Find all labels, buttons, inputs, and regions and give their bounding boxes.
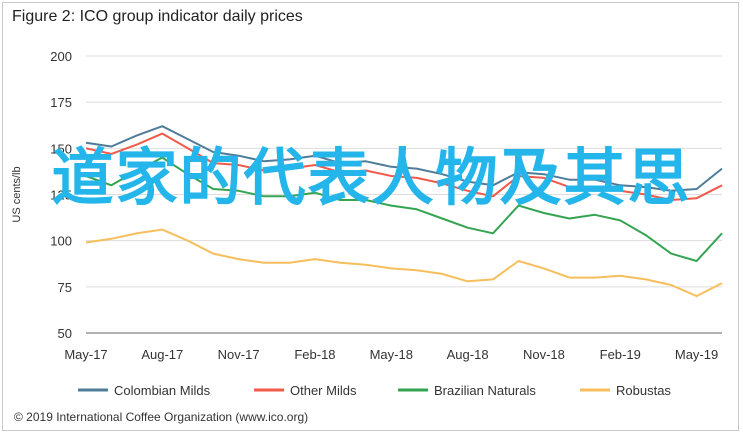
x-tick-label: Nov-17: [218, 347, 260, 362]
legend-label-robustas: Robustas: [616, 383, 671, 398]
y-tick-label: 100: [50, 234, 72, 249]
x-tick-label: Feb-19: [600, 347, 641, 362]
series-line-colombian-milds: [85, 125, 723, 192]
y-tick-label: 50: [58, 326, 72, 341]
y-axis-label: US cents/lb: [11, 166, 23, 222]
series-line-robustas: [85, 228, 723, 298]
chart-title: Figure 2: ICO group indicator daily pric…: [12, 8, 303, 25]
x-tick-label: Aug-17: [141, 347, 183, 362]
y-tick-label: 75: [58, 280, 72, 295]
x-tick-label: May-19: [675, 347, 718, 362]
series-line-other-milds: [85, 132, 723, 201]
x-tick-label: Feb-18: [294, 347, 335, 362]
legend-label-colombian-milds: Colombian Milds: [114, 383, 211, 398]
x-tick-label: May-17: [64, 347, 107, 362]
series-lines: [85, 125, 723, 298]
legend-label-other-milds: Other Milds: [290, 383, 357, 398]
x-axis-tick-labels: May-17 Aug-17 Nov-17 Feb-18 May-18 Aug-18 Nov-…: [64, 347, 718, 362]
legend-label-brazilian-naturals: Brazilian Naturals: [434, 383, 536, 398]
chart-frame: [2, 2, 739, 431]
y-axis-tick-labels: 50 75 100 125 150 175 200: [50, 49, 72, 341]
y-tick-label: 200: [50, 49, 72, 64]
y-tick-label: 125: [50, 188, 72, 203]
y-tick-label: 150: [50, 141, 72, 156]
x-tick-label: Nov-18: [523, 347, 565, 362]
legend: Colombian Milds Other Milds Brazilian Natu…: [78, 383, 671, 398]
series-line-brazilian-naturals: [85, 156, 723, 262]
x-tick-label: Aug-18: [447, 347, 489, 362]
copyright-footer: © 2019 International Coffee Organization…: [14, 410, 309, 424]
grid-lines: [86, 55, 722, 288]
y-tick-label: 175: [50, 95, 72, 110]
x-tick-label: May-18: [370, 347, 413, 362]
